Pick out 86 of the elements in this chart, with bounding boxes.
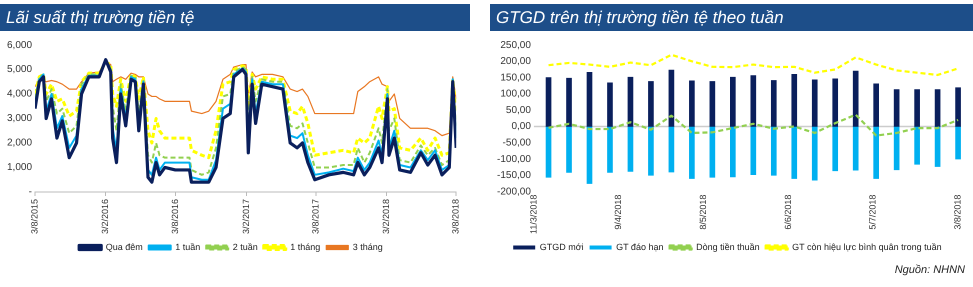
x-tick-label: 3/8/2015 (30, 198, 40, 234)
x-tick-label: 9/4/2018 (613, 194, 624, 230)
y-tick-label: 3,000 (6, 113, 32, 124)
x-tick-label: 6/6/2018 (782, 194, 793, 230)
bar (750, 126, 756, 176)
bar (894, 89, 900, 127)
bar (914, 126, 920, 165)
bar (894, 126, 900, 170)
y-tick-label: 4,000 (6, 88, 32, 100)
bar (546, 77, 552, 127)
bar (934, 126, 940, 167)
bar (628, 126, 634, 172)
bar (710, 81, 716, 127)
x-tick-label: 3/2/2017 (240, 198, 251, 234)
y-tick-label: 1,000 (6, 162, 32, 174)
bar (730, 126, 736, 178)
y-tick-label: -150,00 (496, 170, 532, 182)
bar (770, 80, 777, 127)
y-tick-label: 250,00 (500, 40, 532, 51)
bar (873, 83, 879, 127)
bar (607, 126, 613, 173)
bar (566, 126, 572, 173)
bar (730, 76, 736, 127)
bar (689, 126, 695, 179)
bar (914, 89, 920, 127)
y-tick-label: 50,00 (506, 104, 532, 116)
bar (873, 126, 879, 179)
y-tick-label: 5,000 (6, 64, 32, 76)
y-tick-label: 200,00 (500, 56, 532, 68)
bar (546, 126, 552, 178)
legend-label: Qua đêm (106, 242, 143, 252)
line-series (547, 114, 960, 137)
bar (812, 126, 818, 181)
bar (791, 126, 798, 179)
bar (628, 76, 634, 127)
bar (750, 75, 756, 127)
bar (668, 70, 674, 127)
legend-label: GT đáo hạn (616, 242, 664, 252)
x-tick-label: 3/8/2018 (450, 198, 461, 234)
y-tick-label: 150,00 (500, 72, 532, 84)
legend-label: 1 tuần (175, 242, 200, 252)
y-tick-label: 0,00 (511, 121, 532, 132)
x-tick-label: 3/8/2016 (170, 198, 180, 234)
legend-label: 2 tuần (232, 242, 258, 252)
bar (852, 126, 859, 170)
y-tick-label: -100,00 (496, 154, 532, 165)
y-tick-label: 6,000 (6, 40, 32, 51)
bar (586, 72, 592, 127)
bar (689, 80, 695, 127)
bar (586, 126, 592, 184)
bar (770, 126, 777, 176)
x-tick-label: 11/3/2018 (528, 194, 538, 234)
bar (852, 70, 859, 127)
bar (607, 82, 613, 127)
chart-title: Lãi suất thị trường tiền tệ (0, 4, 470, 31)
x-tick-label: 8/5/2018 (698, 194, 708, 230)
bar (955, 87, 961, 127)
chart-title: GTGD trên thị trường tiền tệ theo tuần (490, 4, 973, 31)
bar (934, 89, 940, 127)
x-tick-label: 3/8/2018 (952, 194, 963, 230)
y-tick-label: 100,00 (500, 88, 532, 100)
bar (832, 126, 838, 172)
x-tick-label: 3/8/2017 (310, 198, 320, 234)
bar (710, 126, 716, 178)
bar (955, 126, 961, 160)
x-tick-label: 3/2/2016 (100, 198, 110, 234)
legend-label: GTGD mới (540, 242, 584, 252)
legend-label: GT còn hiệu lực bình quân trong tuần (792, 242, 942, 252)
legend-label: 3 tháng (352, 242, 383, 252)
y-tick-label: - (28, 186, 32, 198)
bar (812, 80, 818, 127)
bar (668, 126, 674, 172)
y-tick-label: -200,00 (496, 186, 532, 198)
bar (648, 81, 654, 127)
y-tick-label: 2,000 (6, 138, 32, 149)
bar (566, 78, 572, 127)
bar (791, 74, 798, 127)
line-series (547, 54, 960, 76)
x-tick-label: 5/7/2018 (868, 194, 878, 230)
bar (832, 78, 838, 127)
legend-label: 1 tháng (290, 242, 320, 252)
x-tick-label: 3/2/2018 (381, 198, 392, 234)
text: Nguồn: NHNN (894, 264, 965, 276)
y-tick-label: -50,00 (502, 138, 532, 149)
legend-label: Dòng tiền thuần (696, 242, 760, 252)
bar (648, 126, 654, 176)
